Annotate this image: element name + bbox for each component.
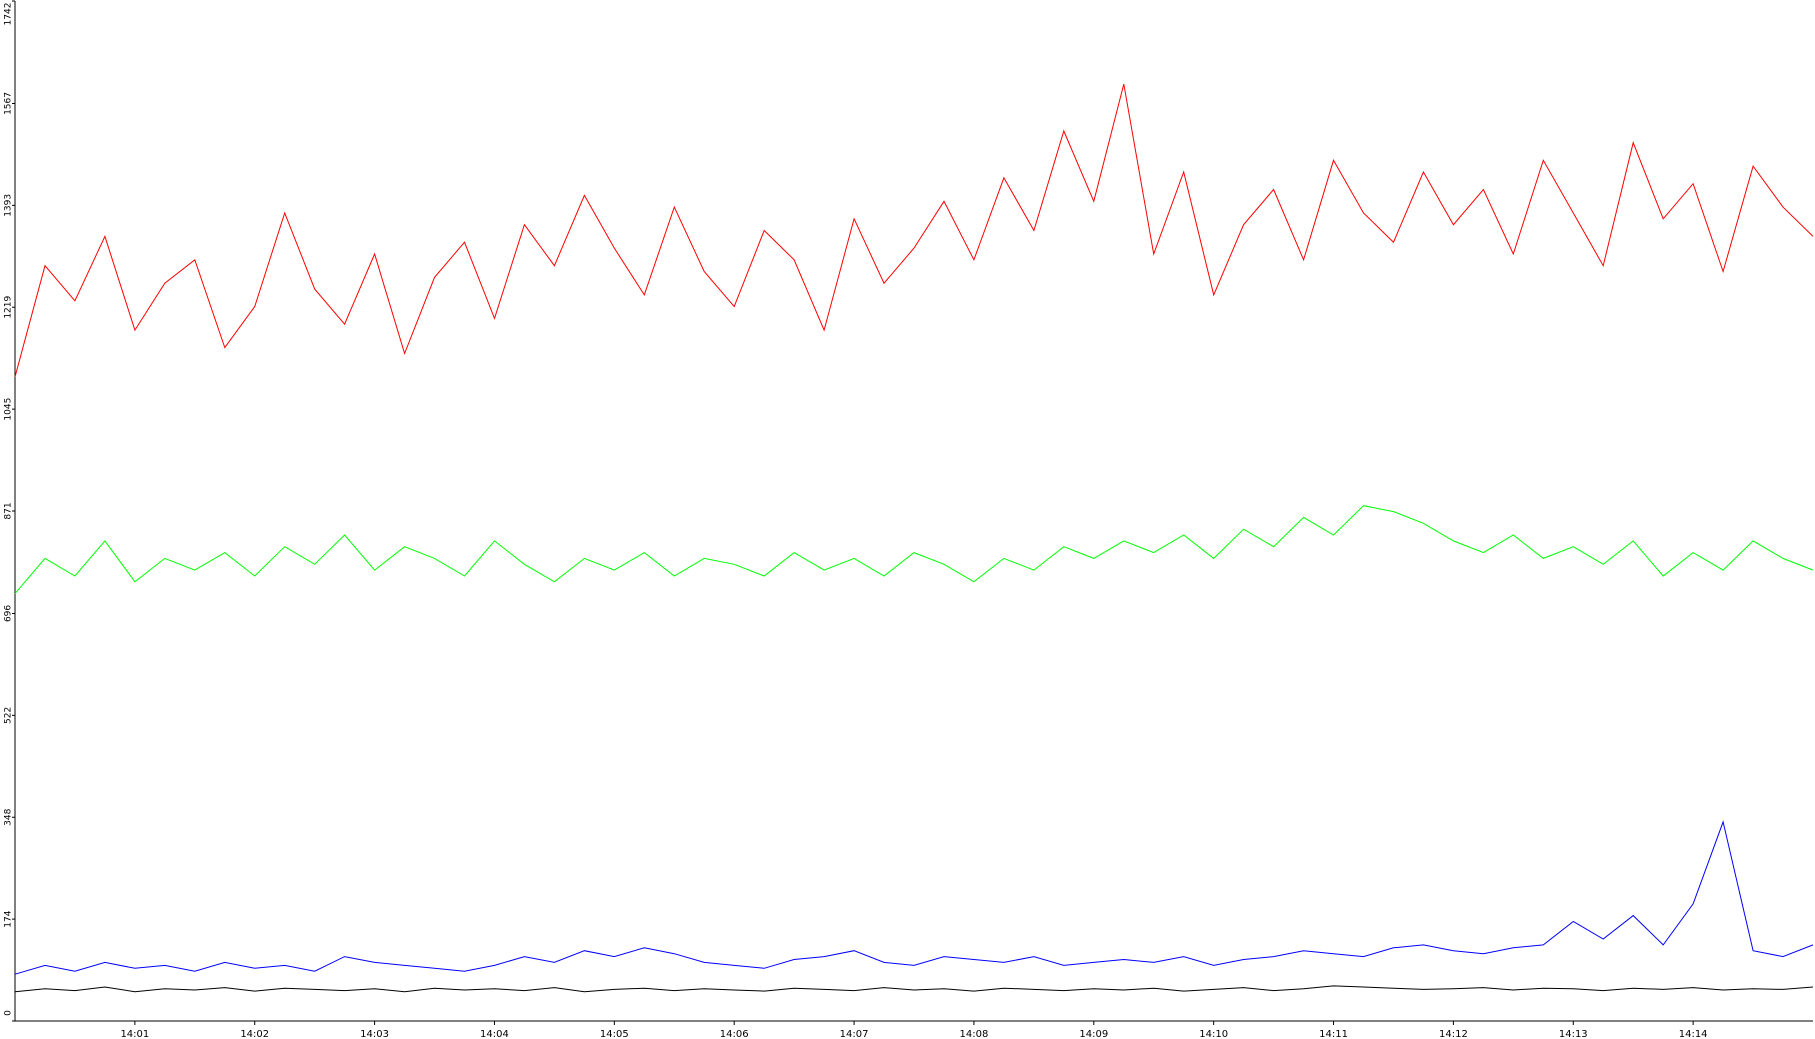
series-line: [14, 505, 1814, 594]
y-tick-label: 0: [4, 1010, 14, 1016]
x-tick-label: 14:07: [840, 1029, 869, 1039]
x-tick-label: 14:13: [1559, 1029, 1588, 1039]
x-tick-label: 14:14: [1679, 1029, 1708, 1039]
x-tick-label: 14:01: [120, 1029, 149, 1039]
y-tick-label: 522: [4, 707, 14, 724]
y-tick-label: 1393: [4, 194, 14, 217]
x-tick-label: 14:02: [240, 1029, 269, 1039]
x-tick-label: 14:05: [600, 1029, 629, 1039]
x-tick-label: 14:11: [1319, 1029, 1348, 1039]
x-tick-label: 14:10: [1199, 1029, 1228, 1039]
x-tick-label: 14:08: [960, 1029, 989, 1039]
y-tick-label: 348: [4, 808, 14, 825]
x-tick-label: 14:03: [360, 1029, 389, 1039]
y-tick-label: 1567: [4, 92, 14, 115]
y-tick-label: 1742: [4, 3, 14, 26]
x-tick-label: 14:04: [480, 1029, 509, 1039]
y-tick-label: 1219: [4, 296, 14, 319]
series-line: [14, 820, 1814, 975]
x-tick-label: 14:06: [720, 1029, 749, 1039]
series-line: [14, 985, 1814, 993]
series-line: [14, 83, 1814, 378]
y-tick-label: 1045: [4, 398, 14, 421]
y-tick-label: 696: [4, 605, 14, 622]
x-tick-label: 14:09: [1079, 1029, 1108, 1039]
y-tick-label: 871: [4, 502, 14, 519]
x-tick-label: 14:12: [1439, 1029, 1468, 1039]
y-tick-label: 174: [4, 910, 14, 927]
